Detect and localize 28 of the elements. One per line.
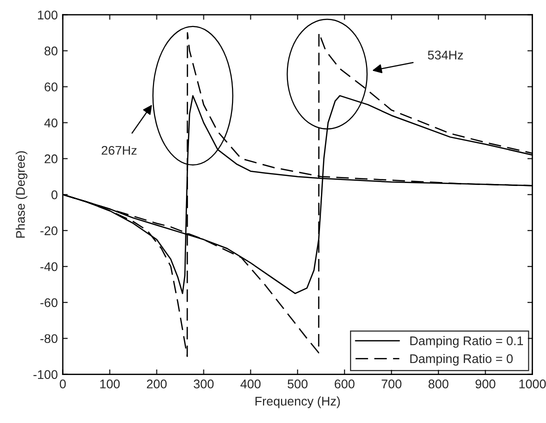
annotation: 534Hz <box>428 50 463 60</box>
x-tick-label: 500 <box>288 380 308 388</box>
x-tick-label: 1000 <box>519 380 546 388</box>
x-tick-label: 800 <box>428 380 448 388</box>
legend-label: Damping Ratio = 0.1 <box>410 336 523 348</box>
y-tick-label: 0 <box>51 190 58 200</box>
x-tick-label: 300 <box>194 380 214 388</box>
y-tick-label: 20 <box>44 154 58 164</box>
legend-label: Damping Ratio = 0 <box>410 354 513 366</box>
y-axis-title: Phase (Degree) <box>16 151 28 238</box>
x-tick-label: 100 <box>100 380 120 388</box>
y-tick-label: -100 <box>33 370 58 380</box>
x-axis-title: Frequency (Hz) <box>256 396 340 408</box>
y-tick-label: 80 <box>44 46 58 56</box>
x-tick-label: 900 <box>476 380 496 388</box>
x-tick-label: 600 <box>334 380 354 388</box>
x-tick-label: 700 <box>382 380 402 388</box>
x-tick-label: 200 <box>146 380 167 388</box>
y-tick-label: -60 <box>40 298 58 308</box>
y-tick-label: -40 <box>40 262 58 272</box>
x-tick-label: 0 <box>60 380 66 388</box>
y-tick-label: 40 <box>44 118 58 128</box>
y-tick-label: 100 <box>38 10 58 20</box>
y-tick-label: -20 <box>40 226 58 236</box>
y-tick-label: 60 <box>44 82 58 92</box>
annotation: 267Hz <box>102 146 137 155</box>
y-tick-label: -80 <box>40 334 58 344</box>
x-tick-label: 400 <box>240 380 261 388</box>
